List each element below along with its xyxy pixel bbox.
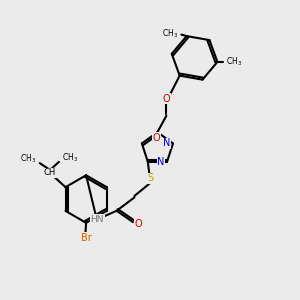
- Text: CH$_3$: CH$_3$: [20, 153, 36, 166]
- Text: HN: HN: [91, 214, 104, 224]
- Text: S: S: [148, 173, 154, 183]
- Text: CH$_3$: CH$_3$: [226, 56, 242, 68]
- Text: N: N: [158, 157, 165, 167]
- Text: N: N: [163, 139, 171, 148]
- Text: CH$_3$: CH$_3$: [162, 27, 178, 40]
- Text: CH$_3$: CH$_3$: [62, 152, 78, 164]
- Text: O: O: [152, 133, 160, 143]
- Text: O: O: [134, 219, 142, 229]
- Text: CH: CH: [44, 168, 56, 177]
- Text: O: O: [163, 94, 170, 104]
- Text: Br: Br: [81, 233, 92, 243]
